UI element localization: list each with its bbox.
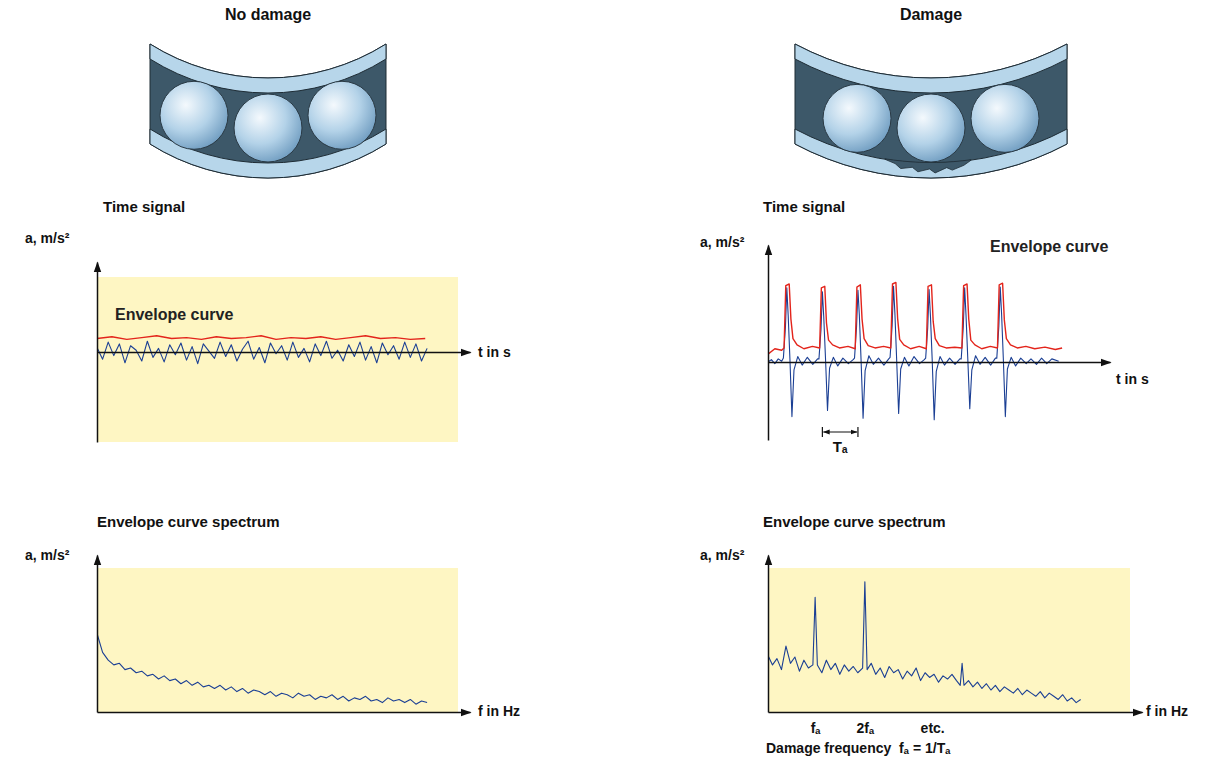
rolling-ball (160, 81, 228, 149)
period-label: Tₐ (833, 438, 848, 455)
chart: Time signal a, m/s² t in s Envelope curve (25, 198, 511, 443)
plot-background (768, 568, 1130, 712)
y-axis-title: a, m/s² (25, 230, 70, 246)
x-axis: fₐ 2fₐ etc. (769, 713, 1143, 736)
y-axis (768, 556, 769, 713)
plot-area (768, 282, 1062, 419)
curve-label: Envelope curve (990, 238, 1108, 255)
y-axis-line (768, 556, 770, 713)
y-axis-line (768, 246, 770, 441)
x-axis-line (98, 352, 471, 354)
signal-line (97, 634, 427, 705)
figure: No damage Damage Time signal a, m/s² t in s E… (0, 0, 1208, 763)
tick: 2fₐ (856, 720, 874, 736)
y-axis-line (97, 263, 99, 443)
y-axis (768, 246, 769, 441)
y-axis-line (97, 556, 99, 713)
tick: etc. (921, 720, 945, 736)
bearing-cage (795, 44, 1067, 178)
bearing (150, 44, 386, 178)
signal-line (97, 336, 425, 340)
tick: fₐ (811, 720, 822, 736)
chart: fₐ 2fₐ etc. Envelope curve spectrum a, m/s² f… (700, 513, 1188, 736)
chart-title: Time signal (763, 198, 845, 215)
rolling-ball (234, 94, 302, 162)
x-axis-title: t in s (1116, 371, 1149, 387)
signal-line (768, 286, 1059, 419)
period-arrow (823, 431, 857, 432)
chart: Time signal a, m/s² t in s Envelope curve Tₐ (700, 198, 1149, 455)
signal-line (768, 282, 1062, 354)
rolling-ball (823, 84, 891, 152)
y-axis-title: a, m/s² (25, 547, 70, 563)
tick-label: 2fₐ (856, 720, 874, 736)
plot-area (768, 582, 1081, 703)
x-axis-line (769, 712, 1143, 714)
y-axis (97, 263, 98, 443)
y-axis (97, 556, 98, 713)
x-axis-title: t in s (478, 344, 511, 360)
tick-label: etc. (921, 720, 945, 736)
plot-area (97, 634, 427, 705)
tick-label: fₐ (811, 720, 822, 736)
panel-heading: Damage (900, 6, 962, 23)
period-end (857, 427, 858, 437)
period-marker (822, 427, 858, 437)
y-axis-title: a, m/s² (700, 234, 745, 250)
bearing (795, 44, 1067, 178)
footnote: Damage frequency fₐ = 1/Tₐ (766, 740, 951, 756)
chart: Envelope curve spectrum a, m/s² f in Hz (25, 513, 520, 719)
x-axis-line (98, 712, 471, 714)
chart-title: Envelope curve spectrum (97, 513, 280, 530)
plot-area (97, 336, 427, 364)
bearing-cage (150, 44, 386, 178)
chart-title: Envelope curve spectrum (763, 513, 946, 530)
y-axis-title: a, m/s² (700, 547, 745, 563)
plot-background (97, 277, 458, 442)
chart-title: Time signal (103, 198, 185, 215)
x-axis-line (769, 362, 1111, 364)
x-axis-title: f in Hz (478, 703, 520, 719)
inner-ring (795, 44, 1067, 93)
plot-background (97, 568, 458, 712)
rolling-ball (971, 84, 1039, 152)
curve-label: Envelope curve (115, 306, 233, 323)
period-end (822, 427, 823, 437)
x-axis-title: f in Hz (1146, 703, 1188, 719)
signal-line (768, 582, 1081, 703)
rolling-ball (308, 81, 376, 149)
x-axis (769, 362, 1111, 363)
rolling-ball (897, 94, 965, 162)
x-axis (98, 712, 471, 713)
x-axis (98, 352, 471, 353)
panel-heading: No damage (225, 6, 311, 23)
